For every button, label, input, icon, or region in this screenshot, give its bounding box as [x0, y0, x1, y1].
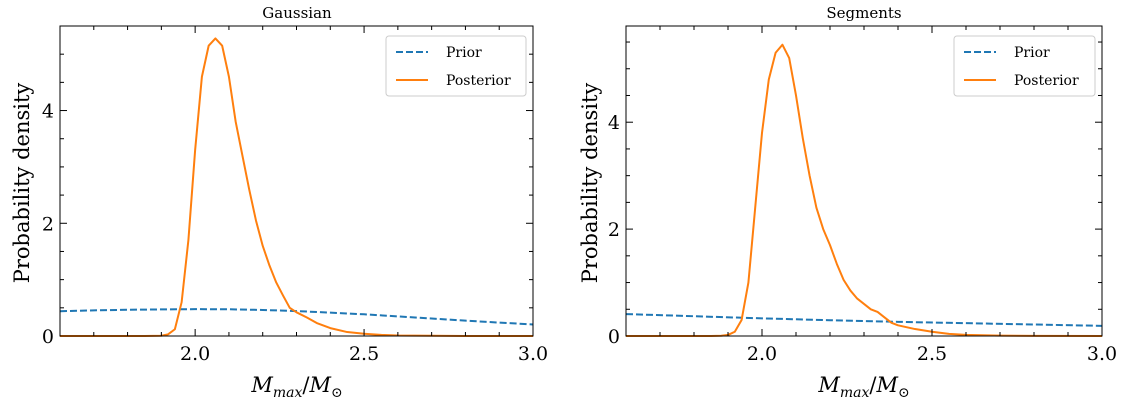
y-tick-label: 4 [608, 112, 620, 134]
x-tick-label: 3.0 [518, 343, 548, 365]
x-tick-label: 3.0 [1087, 343, 1117, 365]
legend-prior-label: Prior [446, 45, 482, 61]
y-tick-label: 0 [608, 326, 620, 348]
chart-gaussian-ylabel: Probability density [10, 83, 34, 284]
series-line-posterior [626, 43, 1103, 337]
series-line-posterior [60, 37, 534, 337]
chart-segments-marks: 2.0 2.5 3.0 0 2 4 [608, 25, 1117, 365]
chart-segments-title: Segments [826, 4, 901, 22]
legend-posterior-label: Posterior [446, 73, 511, 89]
x-tick-label: 2.5 [917, 343, 947, 365]
legend-prior-label: Prior [1014, 45, 1050, 61]
chart-segments-legend: Prior Posterior [953, 35, 1096, 97]
chart-gaussian-title: Gaussian [262, 4, 332, 22]
chart-gaussian-legend: Prior Posterior [385, 35, 527, 97]
legend-posterior-label: Posterior [1014, 73, 1079, 89]
chart-segments-xlabel: Mmax/M⊙ [817, 373, 909, 401]
x-tick-label: 2.5 [349, 343, 379, 365]
series-line-prior [625, 313, 1103, 327]
chart-gaussian-marks: 2.0 2.5 3.0 0 2 4 [42, 25, 548, 365]
x-tick-label: 2.0 [747, 343, 777, 365]
y-tick-label: 0 [42, 326, 54, 348]
y-tick-label: 2 [608, 219, 620, 241]
chart-gaussian: Gaussian 2.0 2.5 3.0 0 2 4 Prior Posterior Pr… [10, 4, 548, 401]
series-line-prior [59, 308, 534, 326]
y-tick-label: 4 [42, 101, 54, 123]
x-tick-label: 2.0 [180, 343, 210, 365]
chart-segments: Segments 2.0 2.5 3.0 0 2 4 Prior Posterior Pr… [578, 4, 1117, 401]
chart-segments-ylabel: Probability density [578, 83, 602, 284]
y-tick-label: 2 [42, 213, 54, 235]
chart-gaussian-xlabel: Mmax/M⊙ [250, 373, 342, 401]
